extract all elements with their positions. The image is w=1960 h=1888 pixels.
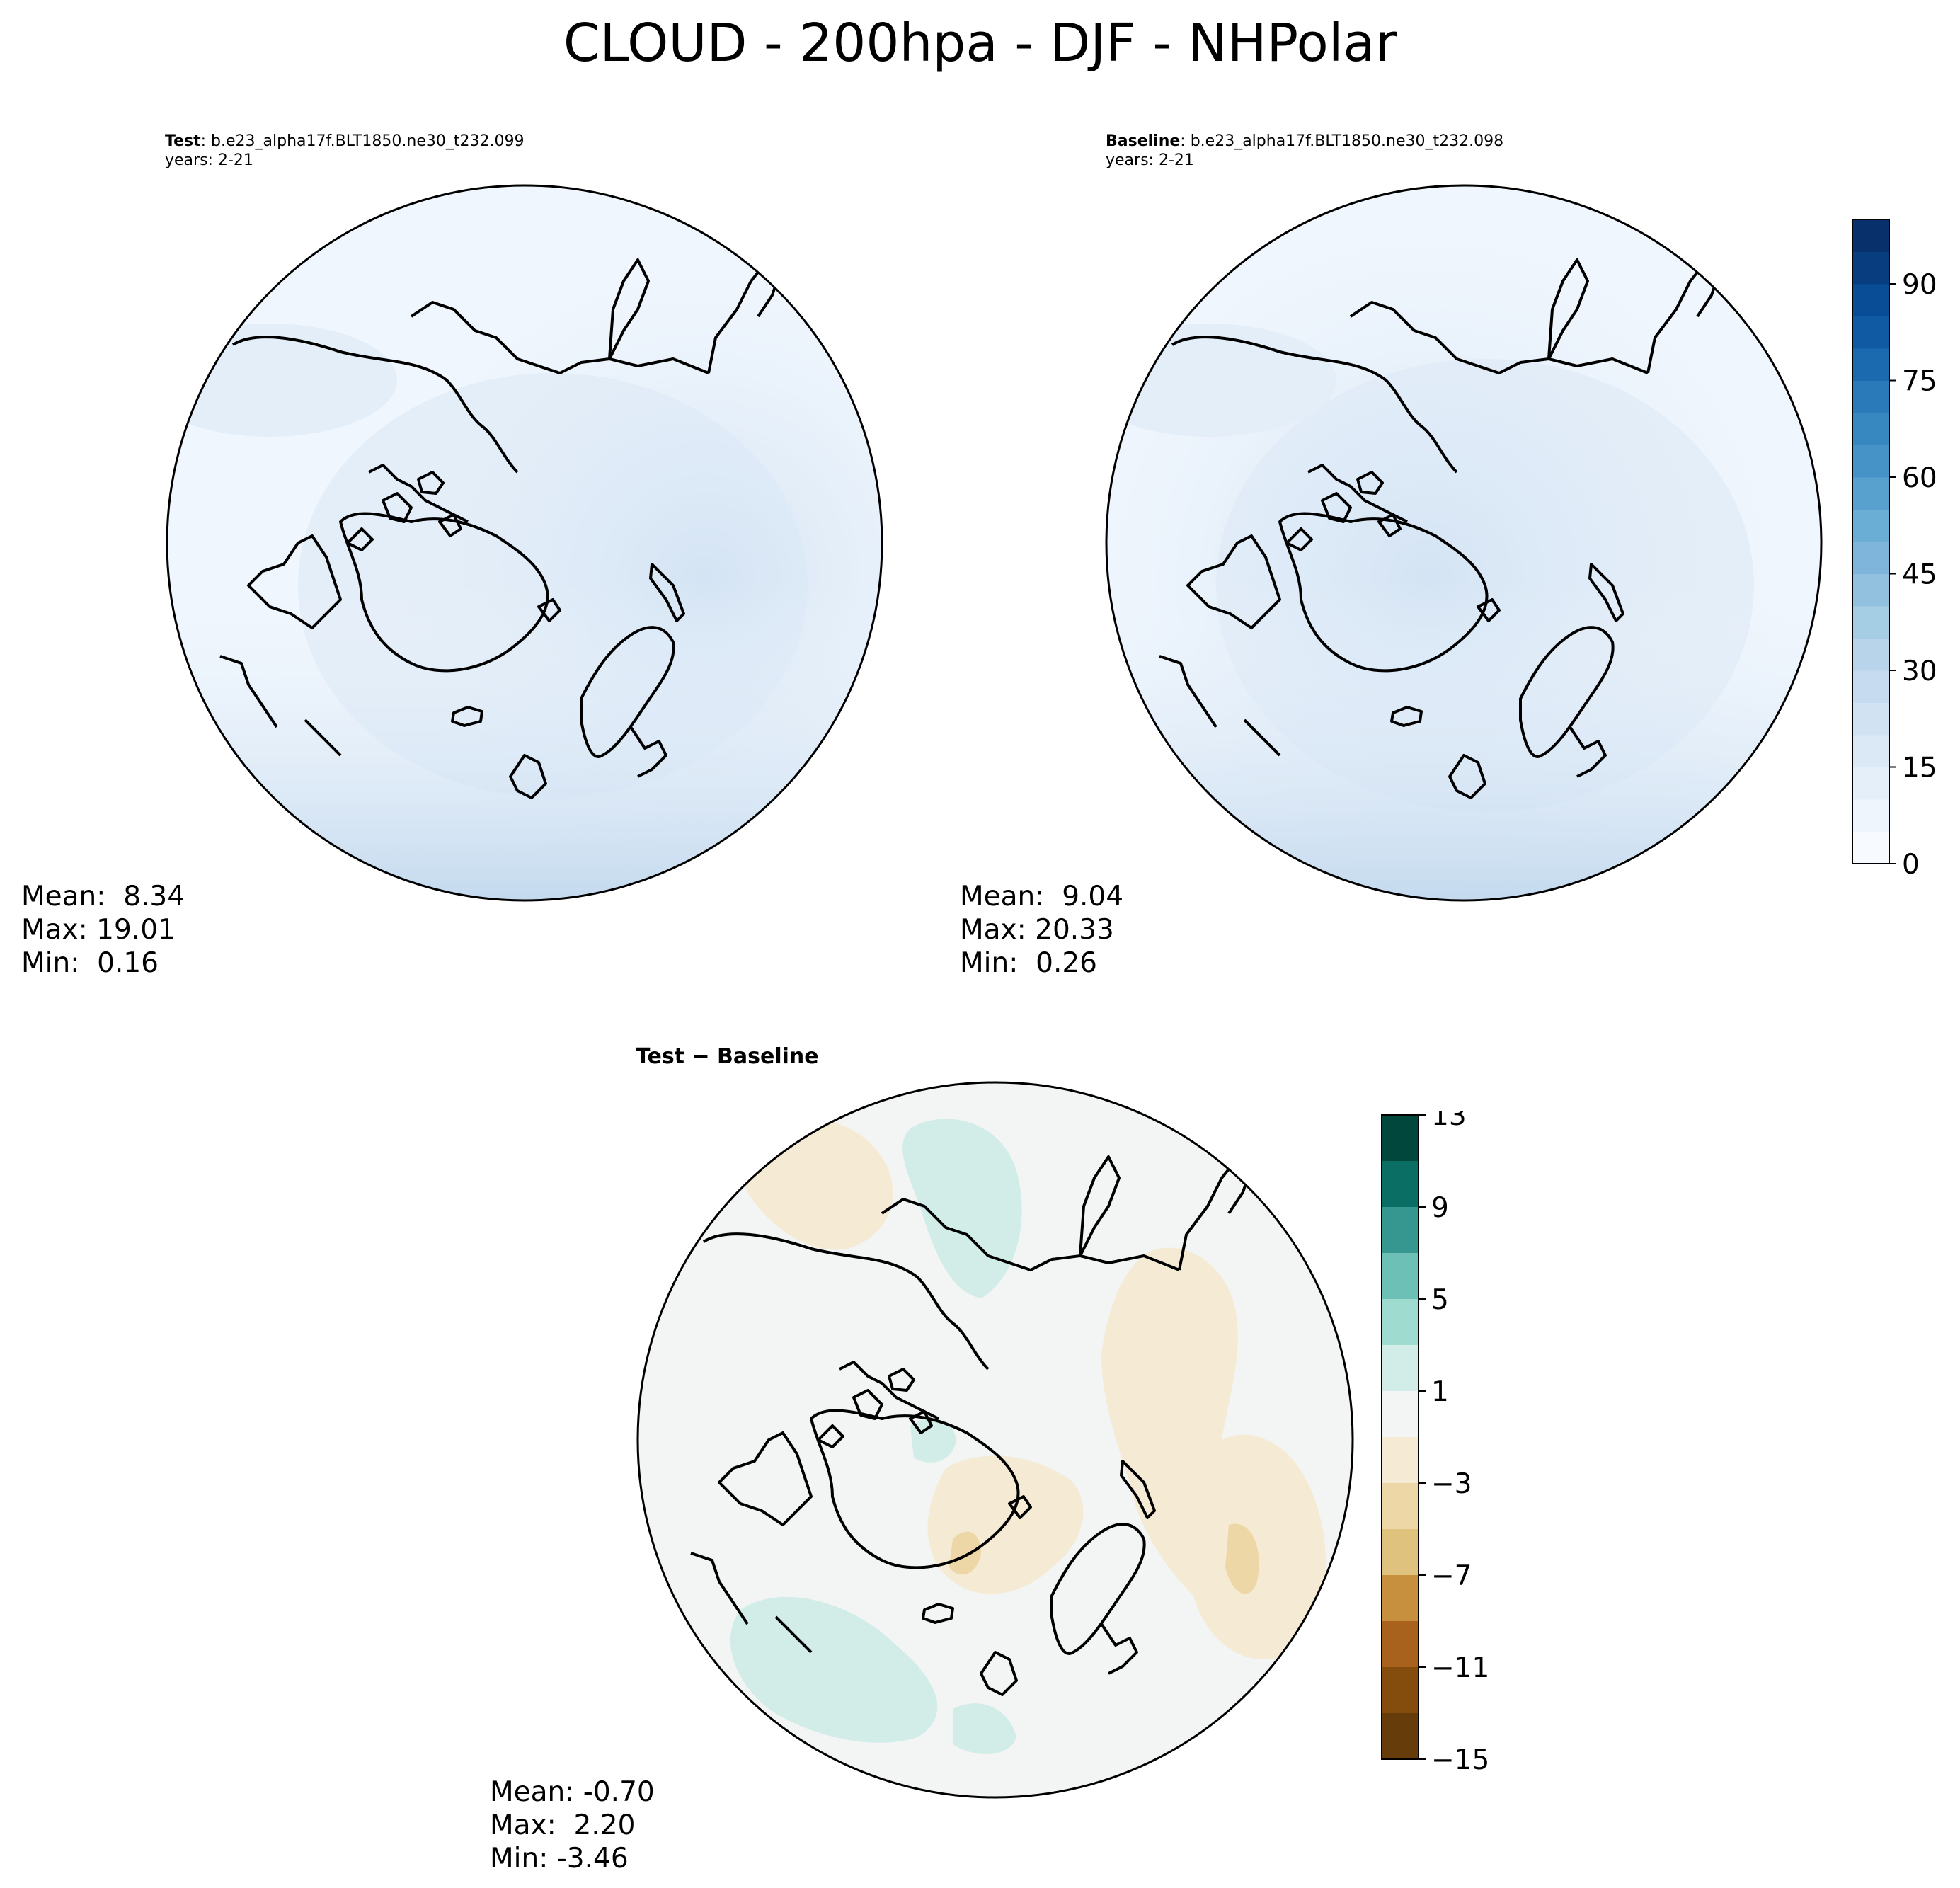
diff-colorbar-tick-label: −3 <box>1431 1468 1472 1500</box>
diff-colorbar-level <box>1382 1207 1419 1254</box>
test-min: Min: 0.16 <box>21 947 159 979</box>
main-colorbar-level <box>1852 638 1889 671</box>
main-colorbar-frame <box>1852 219 1890 864</box>
test-peak-region <box>167 185 882 900</box>
diff-colorbar: 13 9 5 1 −3 −7 −11 −15 <box>1381 1111 1489 1770</box>
main-colorbar-level <box>1852 702 1889 736</box>
diff-colorbar-tick-label: 9 <box>1431 1192 1449 1224</box>
main-colorbar-level <box>1852 219 1889 252</box>
diff-colorbar-level <box>1382 1161 1419 1208</box>
main-colorbar-level <box>1852 767 1889 800</box>
baseline-peak-region <box>1106 185 1821 900</box>
baseline-years: years: 2-21 <box>1106 151 1194 169</box>
test-years: years: 2-21 <box>165 151 253 169</box>
baseline-map <box>1105 184 1823 902</box>
diff-colorbar-level <box>1382 1253 1419 1300</box>
diff-colorbar-tick-label: −7 <box>1431 1560 1472 1592</box>
diff-map-boundary <box>636 1081 1354 1799</box>
baseline-case-label: Baseline <box>1106 132 1181 150</box>
diff-colorbar-tick-label: 13 <box>1431 1111 1467 1132</box>
test-max: Max: 19.01 <box>21 914 176 946</box>
main-colorbar-level <box>1852 284 1889 316</box>
diff-mean: Mean: -0.70 <box>490 1776 655 1808</box>
diff-colorbar-tick-label: 5 <box>1431 1284 1449 1316</box>
test-mean: Mean: 8.34 <box>21 881 185 912</box>
diff-colorbar-level <box>1382 1299 1419 1346</box>
baseline-case-name: : b.e23_alpha17f.BLT1850.ne30_t232.098 <box>1180 132 1504 150</box>
diff-stats: Mean: -0.70 Max: 2.20 Min: -3.46 <box>490 1775 655 1875</box>
diff-max: Max: 2.20 <box>490 1809 636 1841</box>
baseline-max: Max: 20.33 <box>960 914 1114 946</box>
diff-colorbar-level <box>1382 1621 1419 1668</box>
diff-colorbar-level <box>1382 1529 1419 1576</box>
main-colorbar-level <box>1852 348 1889 381</box>
diff-map <box>636 1081 1354 1799</box>
diff-min: Min: -3.46 <box>490 1843 629 1875</box>
main-colorbar-tick-label: 60 <box>1902 462 1937 494</box>
main-colorbar-tick-label: 45 <box>1902 559 1937 591</box>
test-case-label: Test <box>165 132 201 150</box>
main-colorbar-level <box>1852 735 1889 767</box>
diff-colorbar-level <box>1382 1345 1419 1392</box>
diff-colorbar-tick-label: 1 <box>1431 1376 1449 1408</box>
main-colorbar-level <box>1852 573 1889 607</box>
diff-colorbar-level <box>1382 1575 1419 1622</box>
main-colorbar-tick-label: 75 <box>1902 366 1937 398</box>
figure-title: CLOUD - 200hpa - DJF - NHPolar <box>563 13 1397 74</box>
baseline-panel-title: Baseline: b.e23_alpha17f.BLT1850.ne30_t2… <box>1106 132 1503 170</box>
baseline-stats: Mean: 9.04 Max: 20.33 Min: 0.26 <box>960 880 1123 980</box>
test-map-boundary <box>166 184 883 902</box>
main-colorbar-level <box>1852 509 1889 542</box>
diff-negative-area-east <box>1101 1247 1326 1660</box>
diff-colorbar-tick-label: −11 <box>1431 1652 1489 1684</box>
main-colorbar-level <box>1852 477 1889 510</box>
main-colorbar-level <box>1852 413 1889 445</box>
diff-colorbar-frame <box>1381 1114 1419 1760</box>
diff-negative-area-strong <box>949 1531 981 1575</box>
diff-colorbar-level <box>1382 1713 1419 1760</box>
main-colorbar-level <box>1852 380 1889 413</box>
main-colorbar: 0 15 30 45 60 75 90 <box>1852 219 1937 874</box>
diff-negative-area-strong-east <box>1225 1523 1259 1594</box>
diff-colorbar-level <box>1382 1667 1419 1714</box>
main-colorbar-level <box>1852 831 1889 864</box>
main-colorbar-level <box>1852 445 1889 478</box>
main-colorbar-level <box>1852 542 1889 574</box>
diff-positive-area-north <box>902 1119 1022 1298</box>
diff-colorbar-level <box>1382 1483 1419 1530</box>
main-colorbar-level <box>1852 316 1889 349</box>
test-stats: Mean: 8.34 Max: 19.01 Min: 0.16 <box>21 880 185 980</box>
main-colorbar-tick-label: 30 <box>1902 656 1937 687</box>
main-colorbar-level <box>1852 251 1889 285</box>
main-colorbar-tick-label: 90 <box>1902 269 1937 301</box>
diff-positive-area-southeast <box>953 1703 1016 1754</box>
baseline-map-boundary <box>1105 184 1823 902</box>
main-colorbar-tick-label: 15 <box>1902 753 1937 784</box>
diff-positive-area-center <box>910 1418 956 1463</box>
diff-case-label: Test − Baseline <box>636 1044 819 1069</box>
diff-panel-title: Test − Baseline <box>636 1044 819 1069</box>
diff-colorbar-level <box>1382 1391 1419 1438</box>
test-map <box>166 184 883 902</box>
diff-positive-area-south <box>730 1596 938 1743</box>
main-colorbar-tick-label: 0 <box>1902 849 1920 874</box>
diff-colorbar-tick-label: −15 <box>1431 1744 1489 1770</box>
diff-colorbar-level <box>1382 1115 1419 1162</box>
test-case-name: : b.e23_alpha17f.BLT1850.ne30_t232.099 <box>200 132 525 150</box>
main-colorbar-level <box>1852 670 1889 703</box>
baseline-min: Min: 0.26 <box>960 947 1097 979</box>
baseline-mean: Mean: 9.04 <box>960 881 1124 912</box>
main-colorbar-level <box>1852 606 1889 639</box>
diff-colorbar-level <box>1382 1437 1419 1484</box>
main-colorbar-level <box>1852 799 1889 832</box>
test-panel-title: Test: b.e23_alpha17f.BLT1850.ne30_t232.0… <box>165 132 524 170</box>
